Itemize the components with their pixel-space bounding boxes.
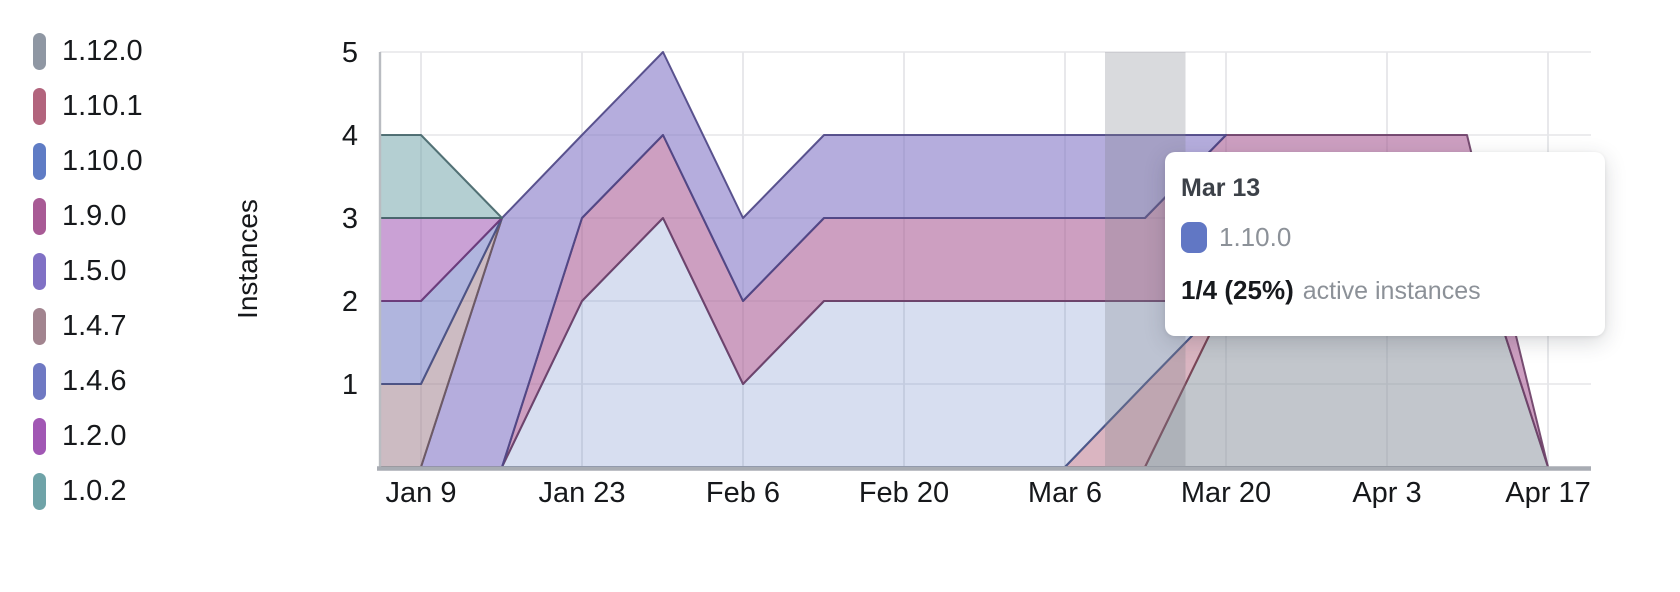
legend-swatch-icon [33,307,46,345]
legend-item-1.4.6[interactable]: 1.4.6 [33,362,127,400]
legend-item-label: 1.4.6 [62,364,127,397]
tooltip-stat-suffix: active instances [1302,277,1481,305]
area-band-1.0.2[interactable] [379,134,503,219]
legend-swatch-icon [33,142,46,180]
x-tick-label-Feb-20: Feb 20 [858,477,950,509]
y-axis-label: Instances [232,199,263,319]
legend-swatch-icon [33,362,46,400]
y-tick-label-4: 4 [341,120,358,152]
legend-item-label: 1.0.2 [62,474,127,507]
legend-item-1.2.0[interactable]: 1.2.0 [33,417,127,455]
tooltip-stat-value: 1/4 (25%) [1181,275,1294,305]
legend-swatch-icon [33,197,46,235]
tooltip-stats-row: 1/4 (25%) active instances [1181,275,1587,306]
legend-item-label: 1.10.1 [62,89,143,122]
legend-item-1.10.0[interactable]: 1.10.0 [33,142,143,180]
y-tick-label-2: 2 [341,286,358,318]
legend-item-1.9.0[interactable]: 1.9.0 [33,197,127,235]
x-tick-label-Mar-6: Mar 6 [1027,477,1103,509]
legend-item-label: 1.5.0 [62,254,127,287]
x-tick-label-Feb-6: Feb 6 [705,477,781,509]
legend-item-1.12.0[interactable]: 1.12.0 [33,32,143,70]
y-tick-label-5: 5 [341,37,358,69]
tooltip-series-name: 1.10.0 [1219,222,1292,252]
x-tick-label-Apr-3: Apr 3 [1352,477,1422,509]
legend-item-label: 1.9.0 [62,199,127,232]
legend-item-1.4.7[interactable]: 1.4.7 [33,307,127,345]
tooltip-series-row: 1.10.0 [1181,222,1587,253]
legend-item-label: 1.12.0 [62,34,143,67]
x-tick-label-Apr-17: Apr 17 [1505,477,1591,509]
y-tick-label-1: 1 [341,369,358,401]
legend-item-1.5.0[interactable]: 1.5.0 [33,252,127,290]
area-band-1.5.0[interactable] [420,51,1227,468]
legend-swatch-icon [33,472,46,510]
series-color-swatch-icon [1181,222,1207,253]
legend-swatch-icon [33,252,46,290]
x-tick-label-Mar-20: Mar 20 [1180,477,1272,509]
legend-item-label: 1.10.0 [62,144,143,177]
y-tick-label-3: 3 [341,203,358,235]
legend-item-1.10.1[interactable]: 1.10.1 [33,87,143,125]
legend-swatch-icon [33,417,46,455]
x-tick-label-Jan-23: Jan 23 [538,477,626,509]
legend-swatch-icon [33,87,46,125]
legend-item-1.0.2[interactable]: 1.0.2 [33,472,127,510]
legend-item-label: 1.4.7 [62,309,127,342]
chart-tooltip: Mar 13 1.10.0 1/4 (25%) active instances [1165,152,1605,336]
tooltip-date: Mar 13 [1181,174,1261,202]
legend-item-label: 1.2.0 [62,419,127,452]
x-tick-label-Jan-9: Jan 9 [385,477,457,509]
legend-swatch-icon [33,32,46,70]
